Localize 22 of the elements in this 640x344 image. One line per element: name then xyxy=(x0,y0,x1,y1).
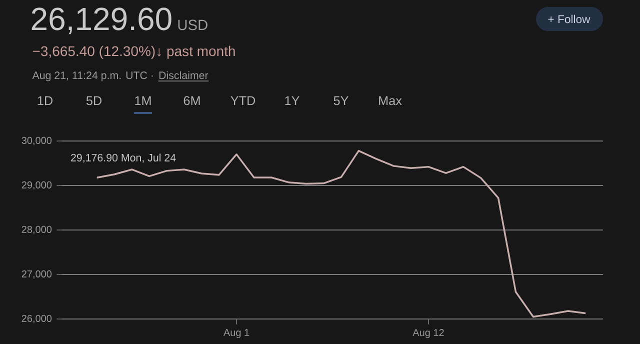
text: 5Y xyxy=(334,96,348,106)
text: Aug 21, 11:24 p.m. UTC · xyxy=(32,72,153,82)
y-tick-label: 27,000 xyxy=(22,270,52,279)
text: 5D xyxy=(86,96,102,106)
text: + Follow xyxy=(548,14,590,24)
text: Max xyxy=(379,96,402,106)
y-tick-label: 29,000 xyxy=(22,181,52,190)
text: 6M xyxy=(184,96,200,106)
x-tick-label: Aug 1 xyxy=(223,329,250,338)
text: 1M xyxy=(135,96,151,106)
y-tick-label: 28,000 xyxy=(22,226,52,234)
text: YTD xyxy=(230,96,256,106)
chart-subtitle: −3,665.40 (12.30%)↓ past month xyxy=(32,46,235,59)
x-tick-label: Aug 12 xyxy=(412,329,444,338)
y-tick-label: 26,000 xyxy=(22,314,52,324)
annotation: 29,176.90 Mon, Jul 24 xyxy=(71,154,176,163)
chart-title: 26,129.60 xyxy=(32,8,172,34)
text: 1D xyxy=(38,96,52,106)
y-tick-label: 30,000 xyxy=(22,136,52,146)
text: USD xyxy=(178,20,208,30)
text: 1Y xyxy=(285,96,300,106)
text: Disclaimer xyxy=(159,71,208,80)
